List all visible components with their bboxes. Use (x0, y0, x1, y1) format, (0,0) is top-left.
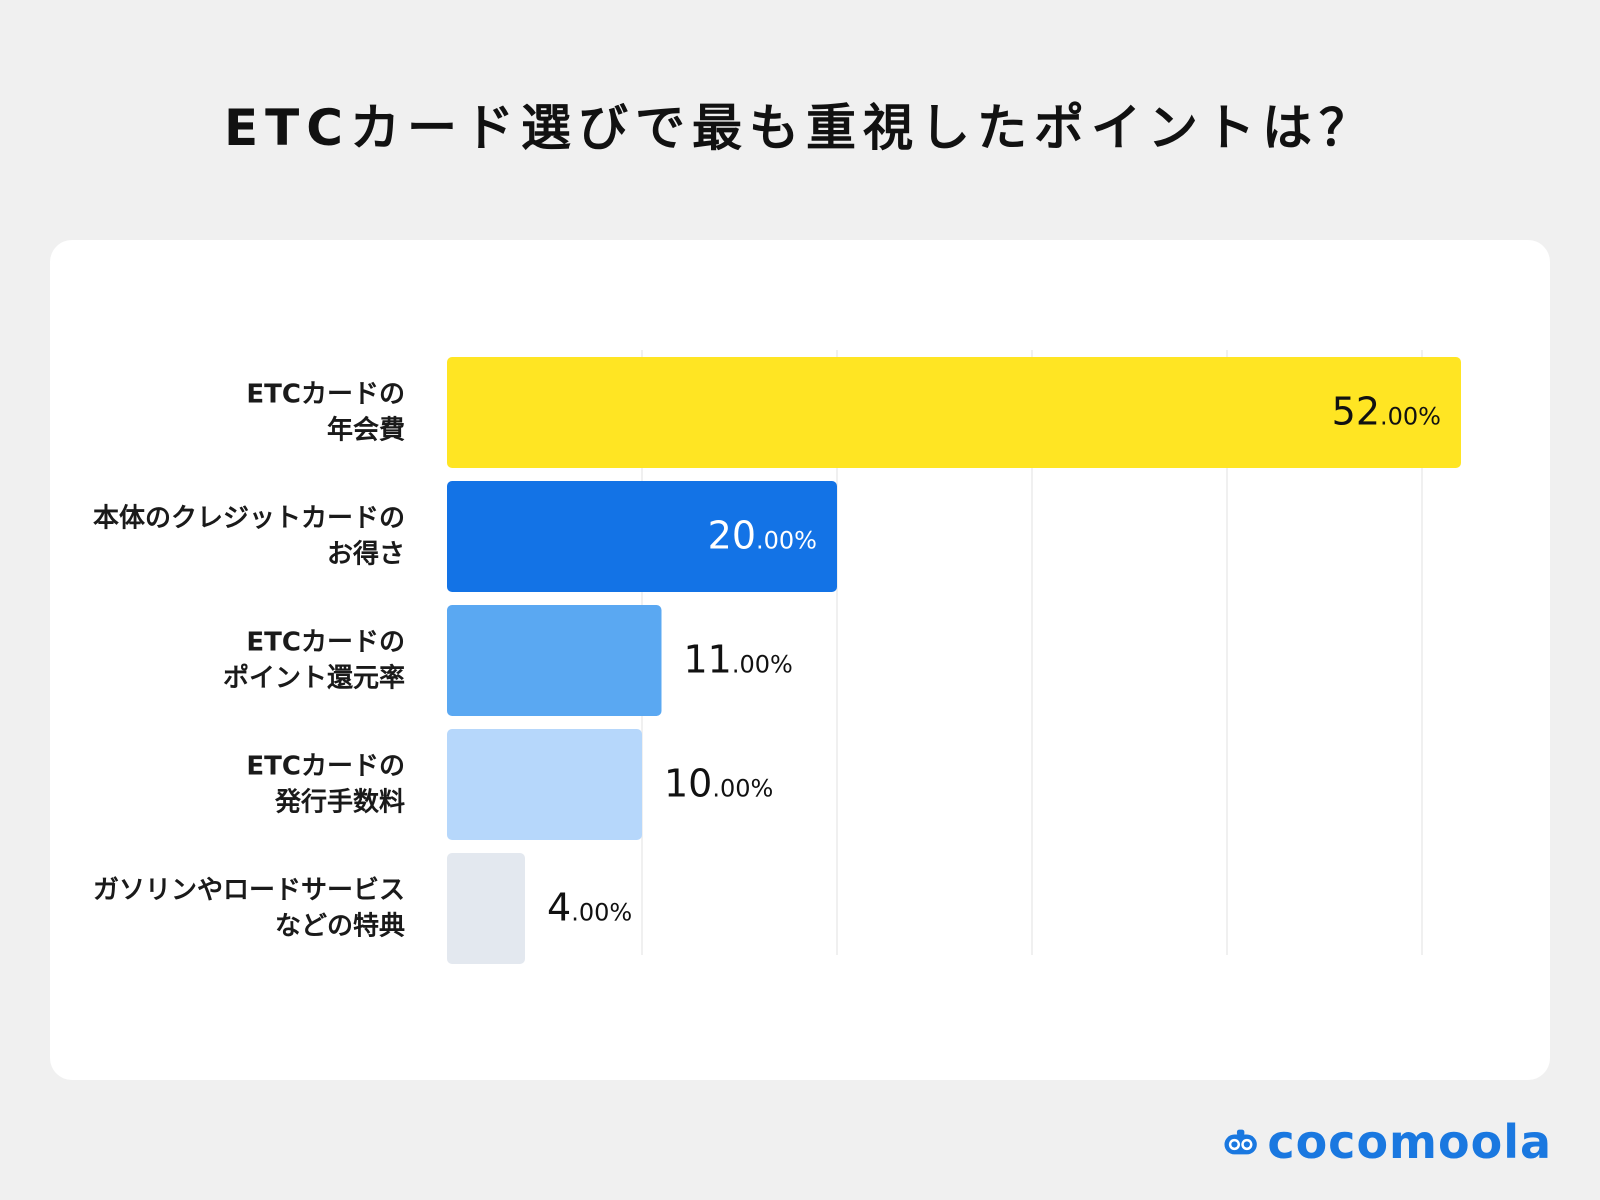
bar-2 (447, 481, 837, 592)
bar-3 (447, 605, 662, 716)
data-label: 20.00% (708, 514, 817, 558)
bar-5 (447, 853, 525, 964)
brand-logo: cocomoola (1222, 1112, 1552, 1172)
category-label: ガソリンやロードサービスなどの特典 (93, 875, 405, 941)
cocomoola-logo-icon (1224, 1129, 1257, 1155)
chart-title: ETCカード選びで最も重視したポイントは？ (224, 99, 1376, 157)
chart-card: ETCカードの年会費 52.00% 本体のクレジットカードのお得さ 20.00% ETC… (50, 240, 1550, 1080)
category-label: ETCカードの年会費 (246, 379, 405, 445)
category-label: ETCカードの発行手数料 (246, 751, 405, 817)
bar-1 (447, 357, 1461, 468)
bar-chart: ETCカードの年会費 52.00% 本体のクレジットカードのお得さ 20.00% ETC… (93, 350, 1461, 964)
category-label: ETCカードのポイント還元率 (223, 627, 405, 693)
data-label: 11.00% (684, 638, 793, 682)
category-label: 本体のクレジットカードのお得さ (93, 503, 405, 569)
data-label: 4.00% (547, 886, 632, 930)
bar-4 (447, 729, 642, 840)
data-label: 10.00% (664, 762, 773, 806)
data-label: 52.00% (1332, 390, 1441, 434)
brand-name: cocomoola (1267, 1115, 1552, 1169)
